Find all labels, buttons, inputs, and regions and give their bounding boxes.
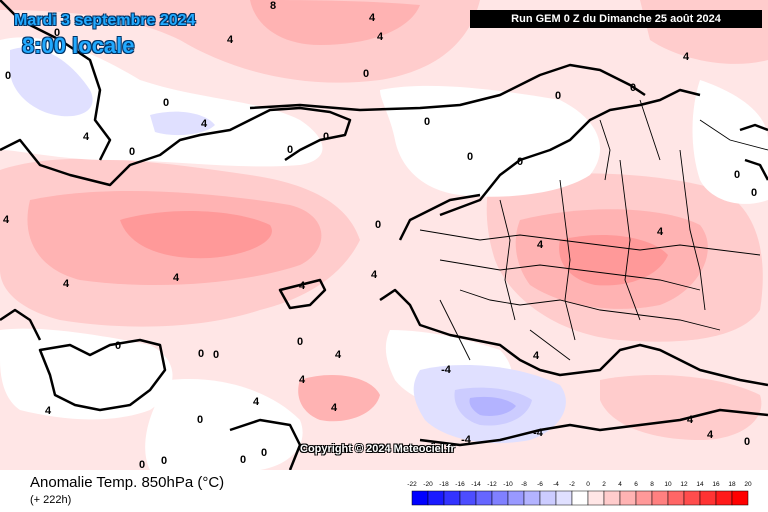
contour-label: 0: [115, 340, 121, 352]
contour-label: 4: [173, 272, 180, 284]
contour-label: 0: [517, 156, 523, 168]
contour-label: 0: [363, 68, 369, 80]
contour-label: 0: [287, 144, 293, 156]
forecast-date: Mardi 3 septembre 2024: [14, 12, 196, 29]
contour-label: 0: [213, 349, 219, 361]
warm-anomaly-areas: [0, 0, 768, 440]
contour-label: 0: [734, 169, 740, 181]
contour-label: -4: [461, 434, 472, 446]
run-banner: Run GEM 0 Z du Dimanche 25 août 2024: [470, 10, 762, 28]
contour-label: 0: [375, 219, 381, 231]
contour-label: 4: [331, 402, 338, 414]
contour-label: 0: [744, 436, 750, 448]
contour-label: 4: [533, 350, 540, 362]
contour-label: 0: [555, 90, 561, 102]
contour-label: 0: [197, 414, 203, 426]
contour-label: 8: [270, 0, 276, 12]
contour-label: 0: [5, 70, 11, 82]
contour-label: -4: [441, 364, 452, 376]
contour-label: 4: [371, 269, 378, 281]
contour-label: 0: [240, 454, 246, 466]
contour-label: 4: [299, 374, 306, 386]
contour-label: 0: [424, 116, 430, 128]
contour-label: 4: [707, 429, 714, 441]
contour-label: 0: [297, 336, 303, 348]
cold-anomaly-areas: [10, 47, 566, 444]
contour-label: 4: [683, 51, 690, 63]
contour-label: 4: [63, 278, 70, 290]
contour-label: 0: [323, 131, 329, 143]
contour-label: 4: [657, 226, 664, 238]
contour-label: 4: [227, 34, 234, 46]
coastlines: [0, 0, 768, 470]
contour-label: 0: [198, 348, 204, 360]
contour-label: 4: [3, 214, 10, 226]
copyright-notice: Copyright © 2024 Meteociel.fr: [300, 443, 455, 455]
contour-label: 0: [751, 187, 757, 199]
contour-label: 0: [54, 27, 60, 39]
contour-label: 4: [377, 31, 384, 43]
parameter-title: Anomalie Temp. 850hPa (°C): [30, 474, 225, 491]
contour-label: 0: [630, 82, 636, 94]
contour-label: 0: [163, 97, 169, 109]
contour-label: 0: [261, 447, 267, 459]
contour-label: 4: [335, 349, 342, 361]
contour-label: 4: [253, 396, 260, 408]
contour-label: 0: [129, 146, 135, 158]
contour-label: 0: [467, 151, 473, 163]
contour-label: 4: [369, 12, 376, 24]
contour-label: 0: [139, 459, 145, 470]
contour-label: 0: [161, 455, 167, 467]
contour-label: 4: [83, 131, 90, 143]
contour-label: 4: [201, 118, 208, 130]
country-borders: [419, 99, 768, 361]
contour-label: 4: [687, 414, 694, 426]
forecast-time: 8:00 locale: [22, 33, 135, 58]
contour-label: -4: [533, 427, 544, 439]
contour-label: 4: [299, 280, 306, 292]
contour-label: 4: [537, 239, 544, 251]
contour-label: 4: [45, 405, 52, 417]
lead-time: (+ 222h): [30, 494, 72, 506]
